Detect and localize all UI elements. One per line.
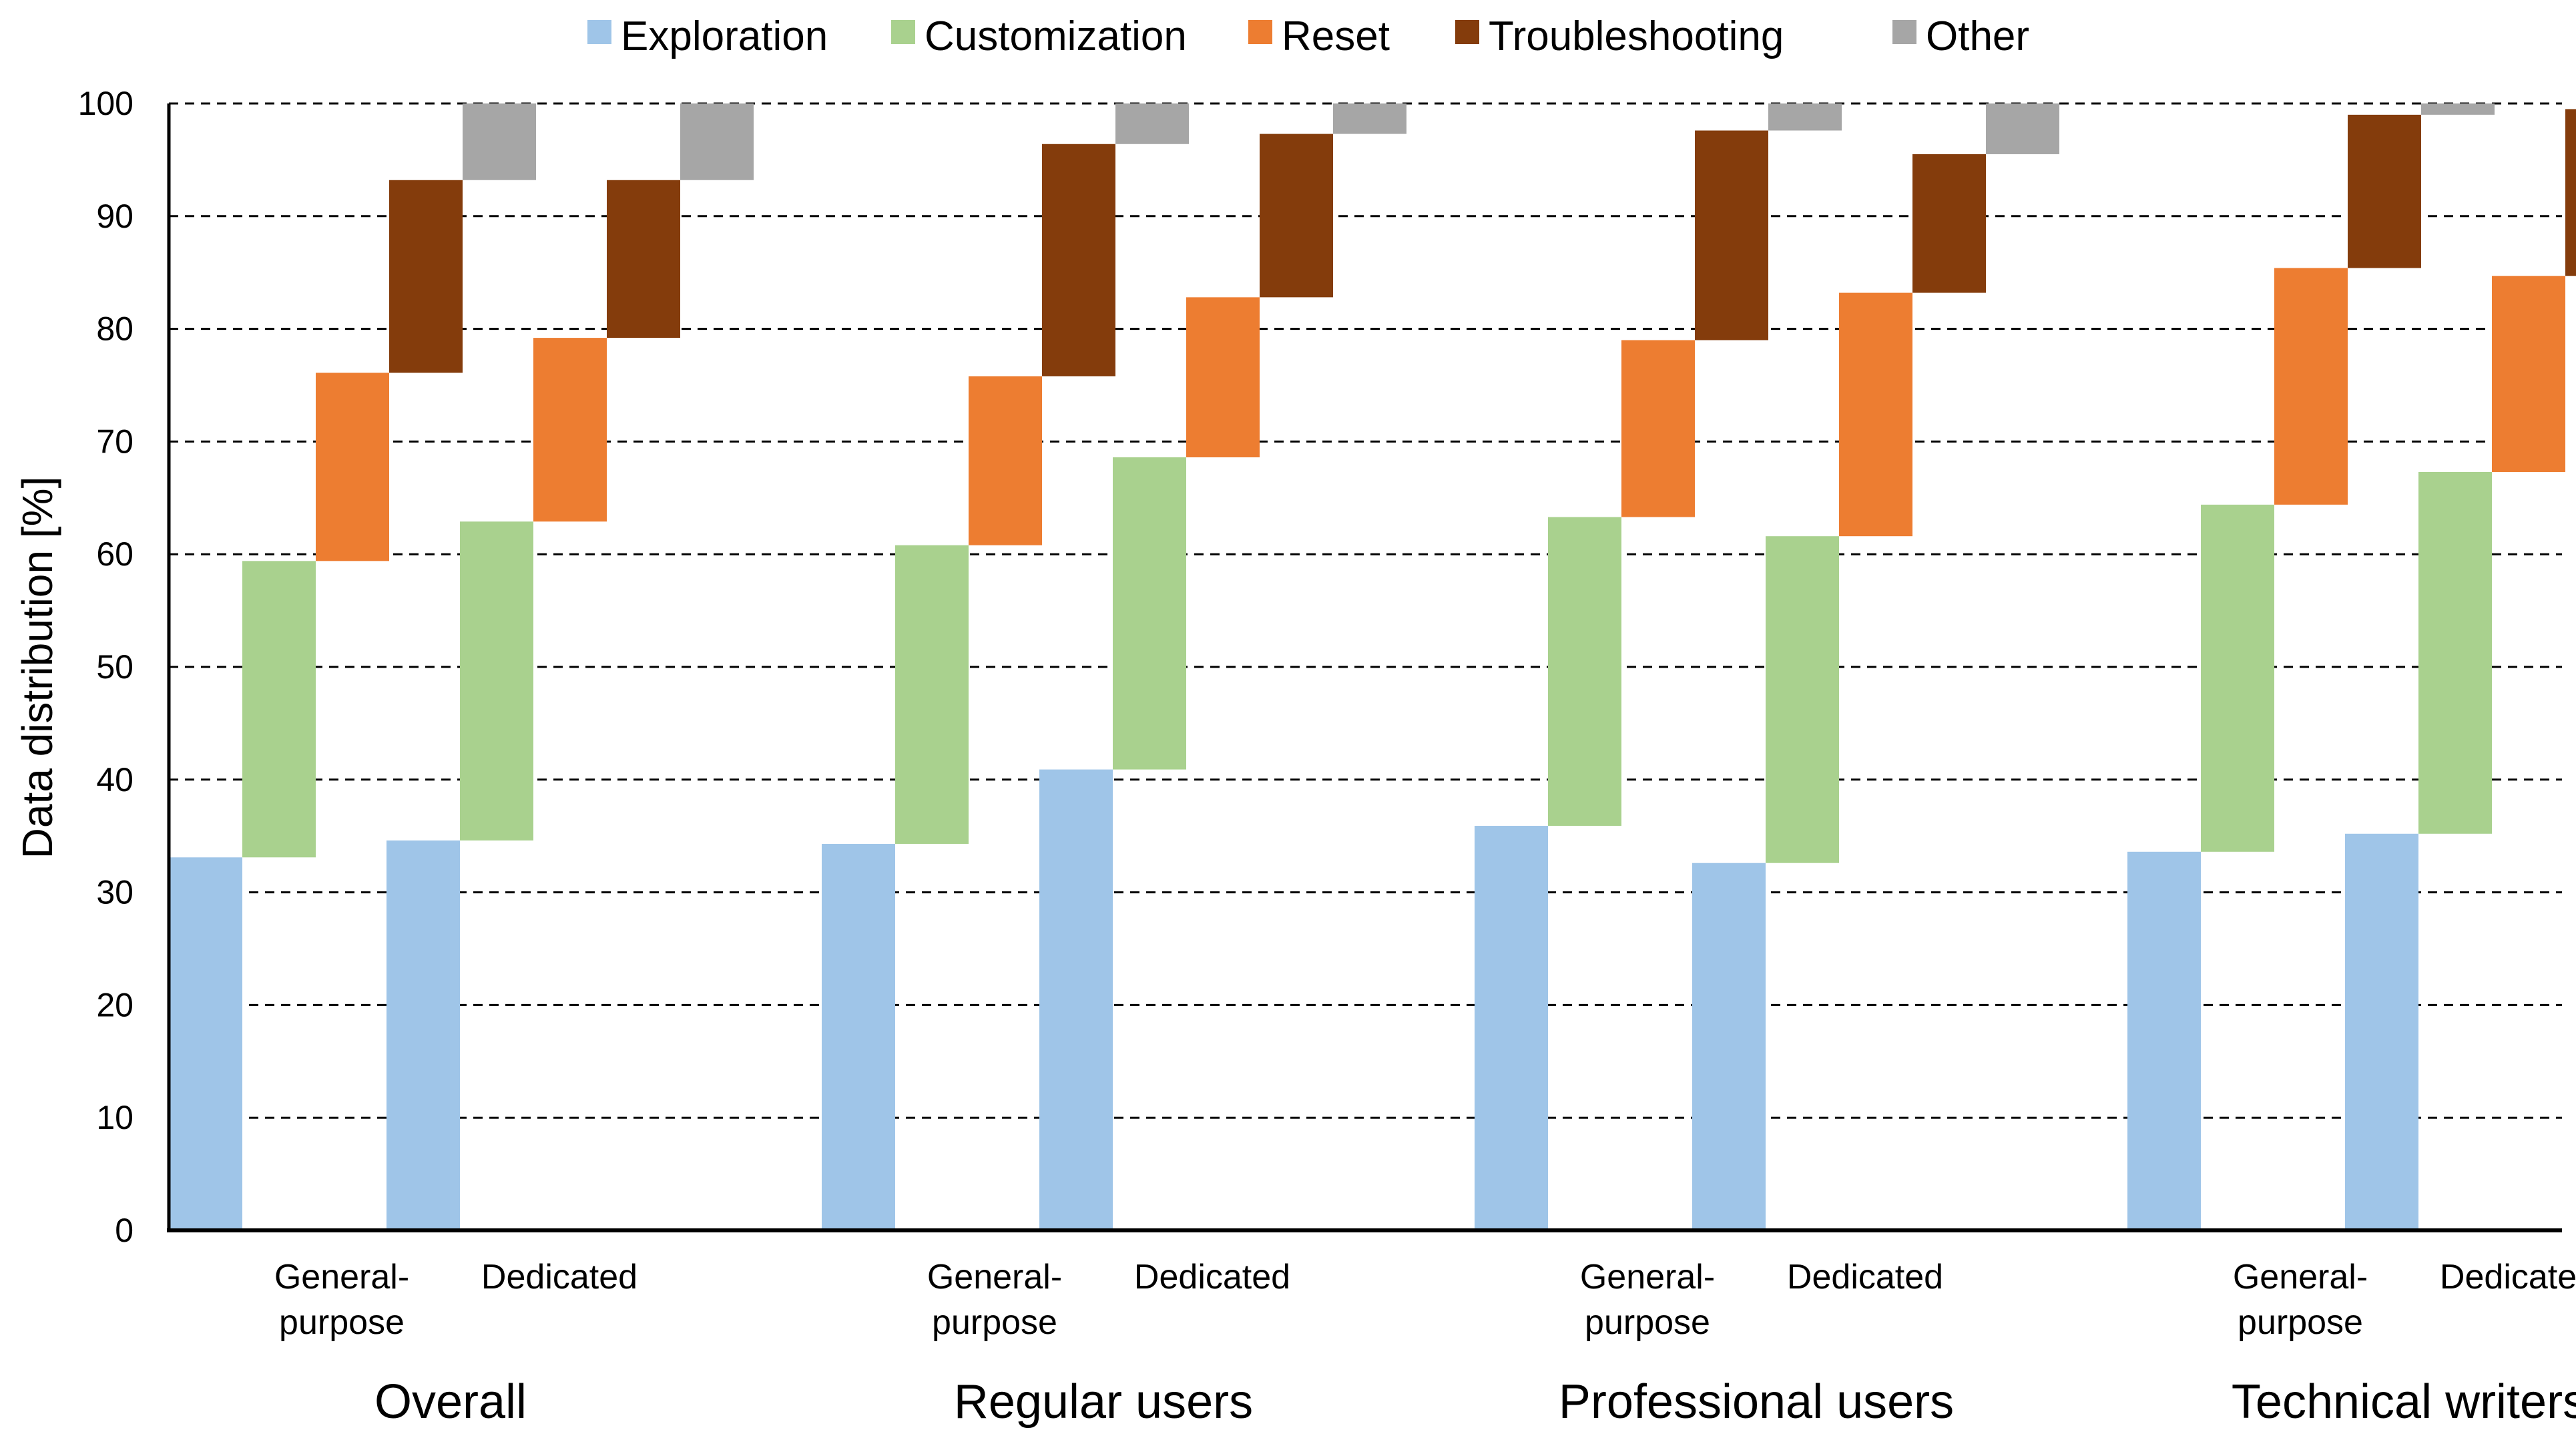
bar-customization — [895, 545, 969, 845]
group-label: Regular users — [954, 1375, 1253, 1429]
y-tick-label: 0 — [115, 1212, 134, 1249]
category-label: purpose — [279, 1303, 405, 1342]
bar-troubleshooting — [2565, 109, 2576, 276]
y-tick-label: 30 — [96, 874, 134, 911]
bar-reset — [1621, 340, 1695, 517]
legend-swatch-reset — [1248, 20, 1272, 44]
bar-other — [1333, 103, 1406, 134]
bar-customization — [1766, 536, 1839, 863]
group-label: Professional users — [1559, 1375, 1954, 1429]
bar-troubleshooting — [607, 180, 680, 338]
bar-exploration — [1475, 826, 1548, 1230]
category-label: purpose — [932, 1303, 1057, 1342]
bar-reset — [533, 338, 607, 522]
y-tick-label: 70 — [96, 423, 134, 460]
category-labels: General-purpose Dedicated General-purpose D… — [274, 1258, 2576, 1342]
category-label: Dedicated — [2440, 1258, 2576, 1296]
bar-troubleshooting — [1695, 130, 1768, 340]
bar-other — [1115, 103, 1189, 144]
bar-troubleshooting — [1042, 144, 1115, 377]
group-label: Overall — [374, 1375, 527, 1429]
bar-exploration — [1039, 769, 1113, 1230]
y-axis-title: Data distribution [%] — [13, 477, 61, 859]
bar-customization — [460, 521, 533, 841]
y-tick-label: 10 — [96, 1099, 134, 1136]
bar-troubleshooting — [2348, 114, 2421, 268]
legend-swatch-customization — [891, 20, 915, 44]
bar-exploration — [2345, 833, 2418, 1230]
legend-swatch-exploration — [587, 20, 611, 44]
bar-exploration — [169, 857, 242, 1230]
bar-troubleshooting — [389, 180, 463, 373]
bar-other — [2421, 103, 2495, 115]
bar-troubleshooting — [1260, 134, 1333, 298]
bar-other — [680, 103, 754, 180]
legend-label: Other — [1926, 13, 2029, 59]
group-label: Technical writers — [2232, 1375, 2576, 1429]
category-label: General- — [1580, 1258, 1715, 1296]
bar-exploration — [387, 840, 460, 1230]
bars — [169, 103, 2576, 1230]
y-tick-label: 50 — [96, 648, 134, 686]
bar-troubleshooting — [1912, 154, 1986, 293]
bar-customization — [2201, 504, 2274, 852]
bar-reset — [1839, 292, 1912, 537]
category-label: Dedicated — [1134, 1258, 1290, 1296]
bar-exploration — [822, 844, 895, 1230]
category-label: Dedicated — [1787, 1258, 1943, 1296]
y-tick-labels: 0 10 20 30 40 50 60 70 80 90 100 — [78, 85, 134, 1249]
bar-reset — [1186, 297, 1260, 458]
bar-reset — [316, 373, 389, 561]
category-label: General- — [2233, 1258, 2368, 1296]
legend-swatch-troubleshooting — [1455, 20, 1479, 44]
y-tick-label: 60 — [96, 535, 134, 573]
category-label: General- — [927, 1258, 1062, 1296]
y-tick-label: 80 — [96, 310, 134, 348]
y-tick-label: 90 — [96, 198, 134, 235]
bar-customization — [1113, 457, 1186, 770]
bar-customization — [2418, 471, 2492, 834]
category-label: purpose — [1585, 1303, 1710, 1342]
category-label: purpose — [2238, 1303, 2363, 1342]
bar-reset — [2274, 268, 2348, 505]
category-label: General- — [274, 1258, 409, 1296]
legend-label: Exploration — [621, 13, 828, 59]
bar-exploration — [1692, 863, 1766, 1230]
bar-reset — [2492, 276, 2565, 472]
legend-label: Customization — [925, 13, 1187, 59]
bar-other — [1768, 103, 1842, 131]
legend-swatch-other — [1892, 20, 1916, 44]
legend: Exploration Customization Reset Troubleshoo… — [587, 13, 2029, 59]
y-tick-label: 20 — [96, 986, 134, 1023]
bar-other — [463, 103, 536, 180]
bar-exploration — [2127, 851, 2201, 1230]
group-labels: Overall Regular users Professional users Te… — [374, 1375, 2576, 1429]
legend-label: Reset — [1282, 13, 1390, 59]
bar-reset — [969, 376, 1042, 545]
axes — [167, 103, 2562, 1232]
legend-label: Troubleshooting — [1489, 13, 1784, 59]
bar-other — [1986, 103, 2059, 154]
category-label: Dedicated — [481, 1258, 637, 1296]
bar-customization — [1548, 517, 1621, 826]
y-tick-label: 100 — [78, 85, 134, 122]
bar-customization — [242, 561, 316, 858]
y-tick-label: 40 — [96, 761, 134, 798]
